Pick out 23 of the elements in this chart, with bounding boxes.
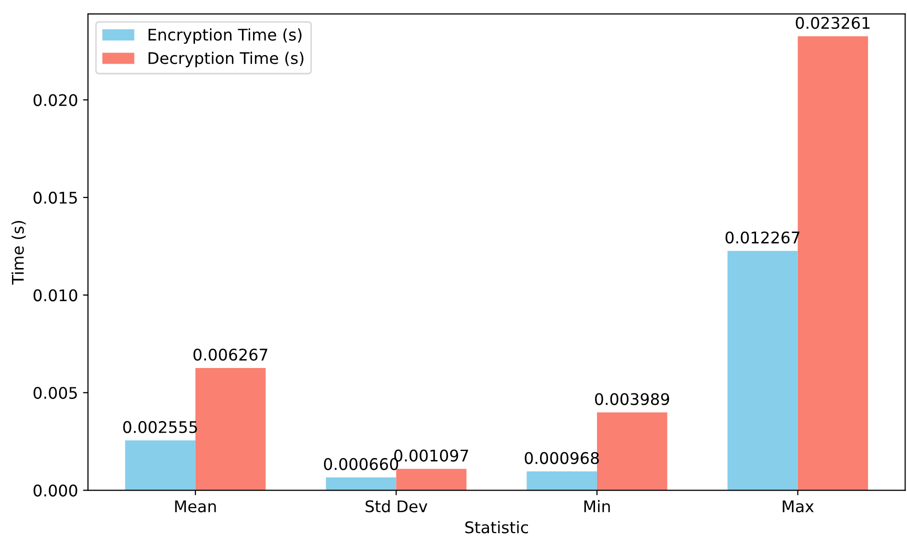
- y-tick-label: 0.000: [34, 484, 78, 497]
- x-tick-label: Std Dev: [366, 500, 428, 512]
- bar: [326, 477, 396, 490]
- x-axis-title: Statistic: [465, 521, 528, 534]
- y-tick-label: 0.020: [34, 94, 78, 106]
- y-axis-title: Time (s): [12, 221, 26, 285]
- bar: [396, 468, 466, 490]
- bar: [798, 36, 868, 490]
- data-label: 0.006267: [193, 348, 268, 361]
- y-tick-label: 0.010: [34, 289, 78, 302]
- x-tick-label: Min: [584, 500, 610, 512]
- legend-label: Encryption Time (s): [148, 28, 302, 44]
- bar: [195, 368, 266, 490]
- y-tick-label: 0.015: [34, 192, 77, 204]
- data-label: 0.003989: [595, 393, 670, 406]
- bar: [727, 250, 798, 490]
- bar: [125, 440, 196, 490]
- x-tick-label: Max: [782, 500, 814, 512]
- x-tick-label: Mean: [175, 500, 216, 512]
- legend-label: Decryption Time (s): [148, 52, 304, 68]
- data-label: 0.023261: [796, 16, 870, 29]
- bar: [526, 471, 597, 490]
- y-tick-label: 0.005: [34, 386, 77, 399]
